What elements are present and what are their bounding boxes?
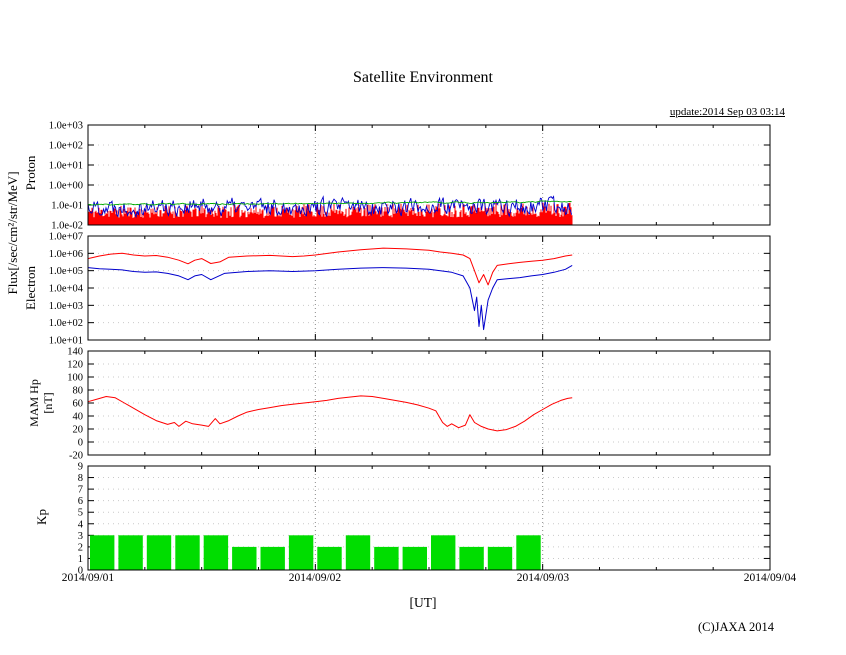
y-tick-label: 7	[78, 485, 83, 496]
y-tick-label: 1.0e+07	[49, 232, 83, 243]
kp-bar	[90, 535, 115, 570]
y-tick-label: 40	[73, 412, 84, 423]
electron-flux-panel: 1.0e+07 1.0e+06 1.0e+05 1.0e+04 1.0e+03 1.0e+…	[49, 232, 771, 347]
mam-hp-axis-label-line2: [nT]	[41, 392, 55, 414]
y-tick-label: 1.0e+04	[49, 284, 84, 295]
y-tick-label: 2	[78, 542, 83, 553]
page-title: Satellite Environment	[353, 69, 493, 86]
y-tick-label: 4	[78, 519, 84, 530]
y-tick-label: -20	[69, 451, 83, 462]
xtick-label-day3: 2014/09/03	[516, 572, 570, 584]
y-tick-label: 1.0e+00	[49, 181, 83, 192]
electron-axis-label: Electron	[23, 265, 38, 311]
kp-bar	[175, 535, 200, 570]
mam-hp-axis-label: MAM Hp [nT]	[27, 379, 55, 427]
proton-axis-label: Proton	[23, 155, 38, 191]
y-tick-label: 1	[78, 554, 83, 565]
y-tick-label: 1.0e+05	[49, 266, 83, 277]
kp-bar	[288, 535, 314, 570]
kp-bar	[431, 535, 456, 570]
y-tick-label: 140	[67, 347, 83, 358]
kp-bar	[374, 546, 399, 570]
y-tick-label: 1.0e+01	[49, 161, 83, 172]
y-tick-label: 100	[67, 373, 83, 384]
mam-hp-axis-label-line1: MAM Hp	[27, 379, 41, 427]
y-tick-label: 0	[78, 438, 83, 449]
proton-channel-green	[87, 200, 572, 206]
kp-bar	[317, 546, 342, 570]
kp-bar	[232, 546, 257, 570]
mam-hp-line	[87, 395, 573, 432]
kp-bar	[459, 546, 484, 570]
kp-axis-label: Kp	[34, 509, 49, 525]
update-timestamp: update:2014 Sep 03 03:14	[669, 106, 785, 118]
mam-hp-frame	[87, 350, 771, 456]
mam-hp-panel: 140 120 100 80 60 40 20 0 -20	[67, 347, 771, 462]
xtick-label-day1: 2014/09/01	[61, 572, 115, 584]
kp-bar	[146, 535, 172, 570]
kp-bar	[487, 546, 513, 570]
kp-bar	[402, 546, 427, 570]
kp-bar	[345, 535, 371, 570]
y-tick-label: 1.0e+01	[49, 336, 83, 347]
kp-bar	[203, 535, 229, 570]
kp-bar	[260, 546, 285, 570]
electron-low-blue	[87, 264, 573, 331]
y-tick-label: 8	[78, 473, 83, 484]
y-tick-label: 3	[78, 531, 83, 542]
y-tick-label: 1.0e+02	[49, 141, 83, 152]
y-tick-label: 9	[78, 462, 83, 473]
y-tick-label: 60	[73, 399, 84, 410]
y-tick-label: 6	[78, 496, 83, 507]
proton-flux-panel: 1.0e+03 1.0e+02 1.0e+01 1.0e+00 1.0e-01 1.0e-…	[49, 121, 771, 232]
kp-bar	[516, 535, 541, 570]
y-tick-label: 20	[73, 425, 84, 436]
y-tick-label: 1.0e+03	[49, 121, 83, 132]
copyright-text: (C)JAXA 2014	[697, 620, 774, 634]
kp-bar	[118, 535, 143, 570]
xtick-label-day2: 2014/09/02	[288, 572, 342, 584]
proton-flux-frame	[87, 124, 771, 226]
flux-unit-axis-label: Flux[/sec/cm²/str/MeV]	[5, 171, 20, 295]
xtick-label-day4: 2014/09/04	[743, 572, 797, 584]
y-tick-label: 0	[78, 566, 83, 577]
electron-flux-frame	[87, 235, 771, 341]
electron-high-red	[87, 247, 573, 286]
y-tick-label: 1.0e-01	[51, 201, 83, 212]
y-tick-label: 120	[67, 360, 83, 371]
y-tick-label: 1.0e+02	[49, 318, 83, 329]
y-tick-label: 5	[78, 508, 83, 519]
kp-index-frame	[87, 465, 771, 571]
y-tick-label: 1.0e+06	[49, 249, 83, 260]
y-tick-label: 80	[73, 386, 84, 397]
y-tick-label: 1.0e-02	[51, 221, 83, 232]
y-tick-label: 1.0e+03	[49, 301, 83, 312]
x-axis-label: [UT]	[409, 595, 437, 610]
